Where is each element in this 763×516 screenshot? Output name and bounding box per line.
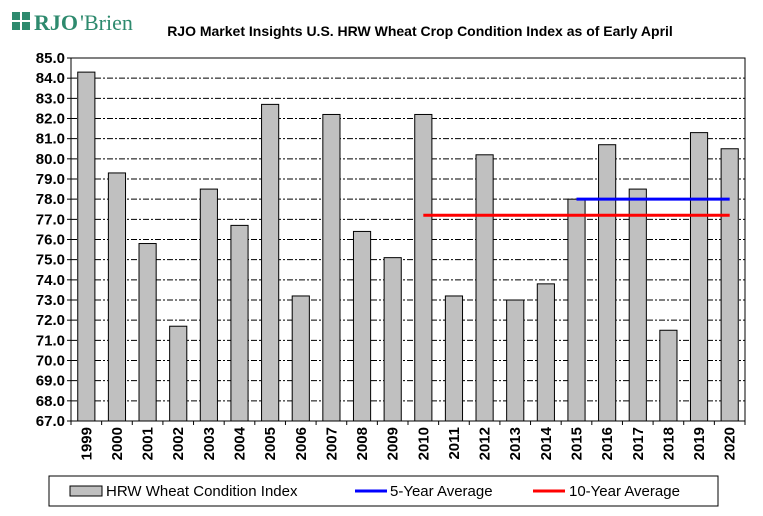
y-tick-label: 83.0 <box>36 90 65 107</box>
bar-2002 <box>169 325 188 422</box>
x-tick-label: 2001 <box>140 427 157 460</box>
x-tick-label: 2016 <box>599 427 616 460</box>
bar-2014 <box>536 283 555 422</box>
y-tick-label: 80.0 <box>36 151 65 168</box>
y-tick-label: 67.0 <box>36 413 65 430</box>
x-tick-label: 1999 <box>78 427 95 460</box>
y-tick-label: 78.0 <box>36 191 65 208</box>
bar-2015 <box>567 198 586 422</box>
logo-square-icon <box>12 22 20 30</box>
bar-2001 <box>138 243 157 422</box>
legend-label-10yr: 10-Year Average <box>569 483 680 500</box>
y-tick-label: 79.0 <box>36 171 65 188</box>
y-tick-label: 74.0 <box>36 272 65 289</box>
y-tick-label: 84.0 <box>36 70 65 87</box>
chart-title: RJO Market Insights U.S. HRW Wheat Crop … <box>167 23 673 39</box>
rjo-brien-logo: RJO 'Brien <box>12 10 133 35</box>
x-tick-label: 2015 <box>569 427 586 460</box>
bars <box>77 71 739 422</box>
x-tick-label: 2017 <box>630 427 647 460</box>
y-tick-label: 82.0 <box>36 111 65 128</box>
bar-1999 <box>77 71 96 422</box>
x-tick-label: 2007 <box>323 427 340 460</box>
logo-square-icon <box>12 12 20 20</box>
x-axis: 1999 2000 2001 2002 2003 2004 2005 2006 2007 2008… <box>70 421 746 460</box>
y-tick-label: 81.0 <box>36 131 65 148</box>
legend-label-hrw: HRW Wheat Condition Index <box>106 483 298 500</box>
bar-2010 <box>414 113 433 422</box>
bar-2012 <box>475 154 494 422</box>
x-tick-label: 2008 <box>354 427 371 460</box>
bar-2020 <box>720 148 739 422</box>
bar-2017 <box>628 188 647 422</box>
legend: HRW Wheat Condition Index 5-Year Average… <box>48 475 719 507</box>
x-tick-label: 2019 <box>691 427 708 460</box>
bar-2005 <box>261 103 280 422</box>
y-tick-label: 73.0 <box>36 292 65 309</box>
legend-swatch-hrw <box>69 485 103 497</box>
x-tick-label: 2013 <box>507 427 524 460</box>
x-tick-label: 2011 <box>446 427 463 460</box>
x-tick-label: 2000 <box>109 427 126 460</box>
bar-2006 <box>291 295 310 422</box>
y-tick-label: 70.0 <box>36 353 65 370</box>
x-tick-label: 2018 <box>660 427 677 460</box>
y-tick-label: 76.0 <box>36 232 65 249</box>
bar-2009 <box>383 257 402 422</box>
logo-text-brien: 'Brien <box>80 10 133 35</box>
y-tick-label: 75.0 <box>36 252 65 269</box>
y-tick-label: 69.0 <box>36 373 65 390</box>
x-tick-label: 2012 <box>477 427 494 460</box>
bar-2007 <box>322 113 341 422</box>
logo-text-rjo: RJO <box>34 10 78 35</box>
y-tick-label: 72.0 <box>36 312 65 329</box>
bar-2013 <box>506 299 525 422</box>
y-axis: 67.0 68.0 69.0 70.0 71.0 72.0 73.0 74.0 75.0 76.0… <box>36 50 71 430</box>
x-tick-label: 2010 <box>415 427 432 460</box>
y-tick-label: 85.0 <box>36 50 65 67</box>
bar-2004 <box>230 224 249 422</box>
bar-2019 <box>689 132 709 422</box>
x-tick-label: 2014 <box>538 426 555 460</box>
bar-2008 <box>352 230 372 422</box>
average-lines <box>423 197 730 217</box>
legend-label-5yr: 5-Year Average <box>390 483 493 500</box>
bar-2016 <box>598 144 617 422</box>
y-tick-label: 77.0 <box>36 211 65 228</box>
logo-square-icon <box>22 22 30 30</box>
y-tick-label: 68.0 <box>36 393 65 410</box>
bar-2018 <box>659 329 678 422</box>
x-tick-label: 2006 <box>293 427 310 460</box>
x-tick-label: 2004 <box>232 426 249 460</box>
x-tick-label: 2020 <box>722 427 739 460</box>
logo-square-icon <box>22 12 30 20</box>
x-tick-label: 2002 <box>170 427 187 460</box>
y-tick-label: 71.0 <box>36 332 65 349</box>
x-tick-label: 2003 <box>201 427 218 460</box>
x-tick-label: 2009 <box>385 427 402 460</box>
x-tick-label: 2005 <box>262 427 279 460</box>
bar-2000 <box>107 172 127 422</box>
bar-2003 <box>199 188 218 422</box>
bar-2011 <box>444 295 464 422</box>
